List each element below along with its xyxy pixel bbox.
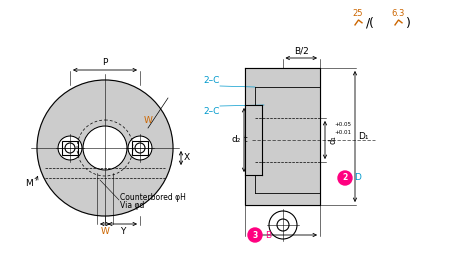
- Text: t: t: [243, 136, 247, 144]
- Text: d₂: d₂: [232, 136, 241, 144]
- Text: 3: 3: [252, 231, 258, 240]
- Bar: [132, 141, 148, 155]
- Bar: [62, 141, 78, 155]
- Text: B: B: [265, 231, 271, 240]
- Circle shape: [269, 211, 297, 239]
- Circle shape: [248, 228, 262, 242]
- Text: +0.01: +0.01: [334, 130, 351, 134]
- Text: W: W: [101, 227, 110, 236]
- Circle shape: [128, 136, 152, 160]
- Circle shape: [37, 80, 173, 216]
- Text: Counterbored φH: Counterbored φH: [120, 193, 186, 202]
- Text: (: (: [368, 17, 374, 30]
- Circle shape: [338, 171, 352, 185]
- Text: /: /: [366, 17, 370, 30]
- Text: D: D: [354, 173, 361, 182]
- Text: +0.05: +0.05: [334, 121, 351, 127]
- Bar: [245, 105, 262, 175]
- Text: ): ): [406, 17, 410, 30]
- Text: 25: 25: [352, 9, 363, 18]
- Bar: [62, 141, 78, 155]
- Text: Via φd: Via φd: [120, 202, 144, 211]
- Text: M: M: [25, 179, 33, 188]
- Text: X: X: [184, 153, 190, 163]
- Text: B/2: B/2: [294, 47, 309, 56]
- Text: 2–C: 2–C: [204, 107, 220, 116]
- Text: d₁: d₁: [328, 136, 337, 144]
- Text: 6.3: 6.3: [391, 9, 405, 18]
- Text: 2: 2: [342, 173, 348, 182]
- Circle shape: [58, 136, 82, 160]
- Text: P: P: [102, 58, 108, 67]
- Text: W: W: [143, 116, 152, 125]
- Bar: [245, 68, 320, 205]
- Bar: [132, 141, 148, 155]
- Text: D₁: D₁: [358, 132, 368, 141]
- Text: 2–C: 2–C: [204, 76, 220, 85]
- Circle shape: [83, 126, 127, 170]
- Text: Y: Y: [120, 227, 125, 236]
